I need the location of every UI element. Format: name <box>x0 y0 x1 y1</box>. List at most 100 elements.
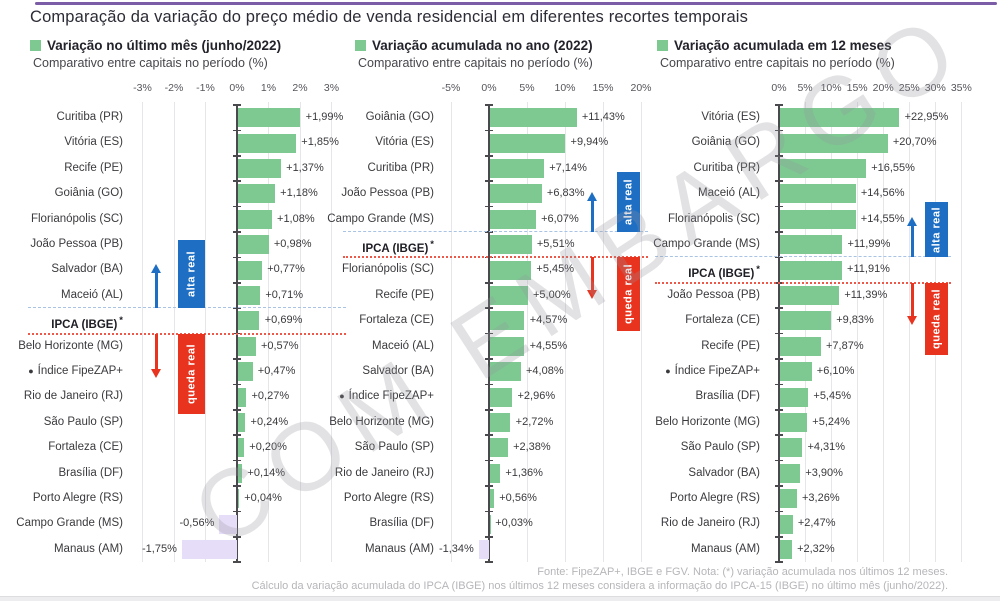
alta-real-badge: alta real <box>617 172 640 232</box>
axis-tick-label: 3% <box>323 82 340 94</box>
row-label: Campo Grande (MS) <box>615 232 760 257</box>
row-label: João Pessoa (PB) <box>615 283 760 308</box>
bar <box>237 387 247 407</box>
arrow-head <box>587 290 597 300</box>
row-label: Manaus (AM) <box>303 537 434 562</box>
gridline <box>908 102 910 563</box>
row-label-text: Manaus (AM) <box>364 542 434 555</box>
row-label-text: Brasília (DF) <box>695 390 760 403</box>
row-label-text: Belo Horizonte (MG) <box>329 415 434 428</box>
alta-real-badge: alta real <box>925 202 948 258</box>
value-label: +1,08% <box>277 212 315 225</box>
row-label-text: Maceió (AL) <box>372 339 434 352</box>
row-label: ● Índice FipeZAP+ <box>0 359 123 384</box>
reference-line-alta <box>343 231 648 232</box>
axis-tick-label: -1% <box>196 82 215 94</box>
bar <box>237 336 256 356</box>
row-label-text: Recife (PE) <box>375 288 434 301</box>
value-label: +0,14% <box>247 466 286 479</box>
value-label: +0,57% <box>260 339 299 352</box>
bar <box>237 260 262 280</box>
panel-subtitle: Comparativo entre capitais no período (%… <box>33 56 268 70</box>
row-label-text: Goiânia (GO) <box>54 187 123 200</box>
row-label: Brasília (DF) <box>615 384 760 409</box>
row-label: Salvador (BA) <box>0 257 123 282</box>
value-label: +2,72% <box>515 415 554 428</box>
axis-tick <box>775 459 783 462</box>
legend-swatch-icon <box>355 40 366 51</box>
row-label-text: Goiânia (GO) <box>691 136 760 149</box>
row-label-text: Campo Grande (MS) <box>327 212 434 225</box>
queda-real-label: queda real <box>185 343 198 404</box>
value-label: +11,43% <box>581 111 625 123</box>
bar <box>779 336 821 356</box>
row-label-reference: IPCA (IBGE) * <box>303 232 434 257</box>
row-label-text: Fortaleza (CE) <box>685 314 760 327</box>
axis-tick <box>233 231 241 233</box>
row-label-text: Índice FipeZAP+ <box>674 365 760 377</box>
row-label-text: Salvador (BA) <box>688 466 760 479</box>
gridline <box>268 102 269 563</box>
axis-tick <box>775 561 783 563</box>
row-label-text: João Pessoa (PB) <box>667 288 760 301</box>
panel-title: Variação acumulada no ano (2022) <box>372 38 593 53</box>
queda-real-arrow-icon <box>151 333 161 378</box>
row-label: Rio de Janeiro (RJ) <box>615 511 760 536</box>
asterisk-superscript: * <box>430 239 434 250</box>
axis-tick <box>485 358 493 360</box>
row-label: Goiânia (GO) <box>615 130 760 155</box>
arrow-head <box>907 315 917 325</box>
axis-tick <box>233 129 241 132</box>
gridline <box>804 102 806 563</box>
row-label-text: Belo Horizonte (MG) <box>655 415 760 428</box>
bar <box>779 362 812 382</box>
value-label: +4,55% <box>529 339 568 352</box>
value-label: +14,55% <box>860 212 905 225</box>
axis-tick <box>485 409 493 411</box>
bar <box>779 540 792 559</box>
row-label: Porto Alegre (RS) <box>303 486 434 511</box>
axis-tick-label: 10% <box>554 82 576 94</box>
axis-tick <box>775 155 783 157</box>
alta-real-arrow-icon <box>907 217 917 258</box>
axis-tick-label: 20% <box>872 82 894 94</box>
row-label-reference: IPCA (IBGE) * <box>615 257 760 282</box>
row-label: Belo Horizonte (MG) <box>0 334 123 359</box>
bar <box>489 413 511 432</box>
panel-title: Variação no último mês (junho/2022) <box>47 38 282 53</box>
axis-tick <box>485 485 493 487</box>
bar <box>779 184 856 204</box>
axis-tick <box>485 155 493 157</box>
bar-negative <box>181 540 237 559</box>
bar <box>237 286 261 305</box>
row-label: Vitória (ES) <box>0 130 123 155</box>
axis-tick-label: 15% <box>592 82 614 94</box>
row-label: Brasília (DF) <box>0 461 123 486</box>
bar <box>779 463 801 483</box>
bullet-icon: ● <box>28 366 34 376</box>
row-label-text: João Pessoa (PB) <box>30 238 123 250</box>
bar <box>237 489 239 509</box>
row-label: Salvador (BA) <box>615 461 760 486</box>
row-label: Vitória (ES) <box>615 105 760 130</box>
bar <box>779 514 793 534</box>
arrow-shaft <box>154 272 158 309</box>
row-label-text: São Paulo (SP) <box>354 441 434 454</box>
row-label: Curitiba (PR) <box>303 156 434 181</box>
row-label-text: João Pessoa (PB) <box>341 187 434 200</box>
bar <box>489 311 525 331</box>
row-label-text: IPCA (IBGE) <box>362 242 429 255</box>
value-label: +0,77% <box>267 263 305 276</box>
axis-tick <box>233 282 241 284</box>
axis-tick <box>775 510 783 513</box>
axis-tick-label: -2% <box>164 82 184 94</box>
value-label: +11,39% <box>844 288 888 301</box>
reference-line-queda <box>343 256 648 259</box>
row-label: Maceió (AL) <box>615 181 760 206</box>
bar <box>489 362 521 382</box>
value-label: +4,31% <box>807 441 846 454</box>
axis-tick <box>233 383 241 386</box>
axis-tick <box>485 282 493 284</box>
bar <box>489 159 544 178</box>
row-label-text: Florianópolis (SC) <box>341 263 434 276</box>
